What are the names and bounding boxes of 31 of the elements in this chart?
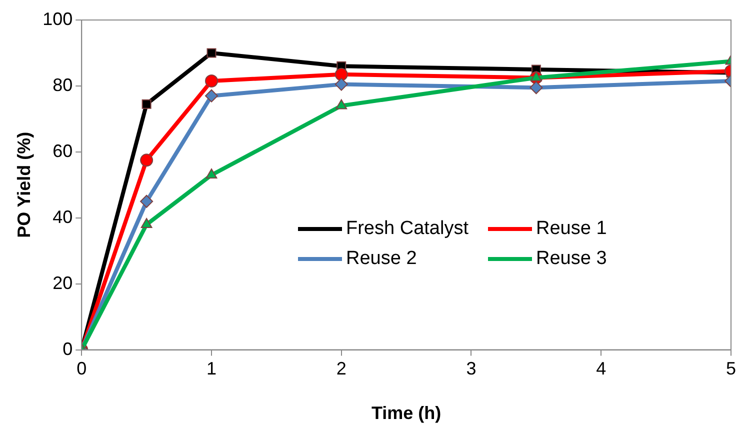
x-axis-title: Time (h) — [371, 403, 442, 424]
point — [140, 218, 152, 228]
point — [530, 71, 542, 82]
y-axis-title: PO Yield (%) — [14, 132, 34, 238]
x-tick-label: 3 — [466, 358, 476, 379]
point — [140, 194, 154, 208]
point — [206, 48, 216, 58]
point — [205, 74, 218, 88]
legend-label: Reuse 3 — [536, 248, 607, 270]
point — [140, 154, 154, 167]
x-tick-label: 0 — [76, 358, 87, 379]
y-tick-label: 100 — [42, 8, 73, 29]
y-tick-label: 0 — [62, 338, 73, 359]
legend-label: Reuse 2 — [346, 248, 417, 270]
point — [336, 99, 348, 110]
legend-label: Fresh Catalyst — [346, 218, 468, 240]
x-tick-label: 2 — [336, 358, 346, 379]
y-tick-label: 80 — [52, 74, 73, 95]
y-tick-label: 60 — [52, 140, 73, 161]
point — [142, 99, 152, 109]
x-tick-label: 1 — [206, 358, 217, 379]
point — [205, 89, 218, 102]
y-tick-label: 40 — [52, 206, 73, 227]
point — [334, 78, 348, 91]
point — [530, 81, 543, 94]
y-tick-label: 20 — [52, 272, 73, 293]
legend-label: Reuse 1 — [536, 218, 607, 240]
x-tick-label: 4 — [596, 358, 606, 379]
x-tick-label: 5 — [726, 358, 736, 379]
point — [334, 68, 348, 81]
point — [206, 168, 218, 179]
